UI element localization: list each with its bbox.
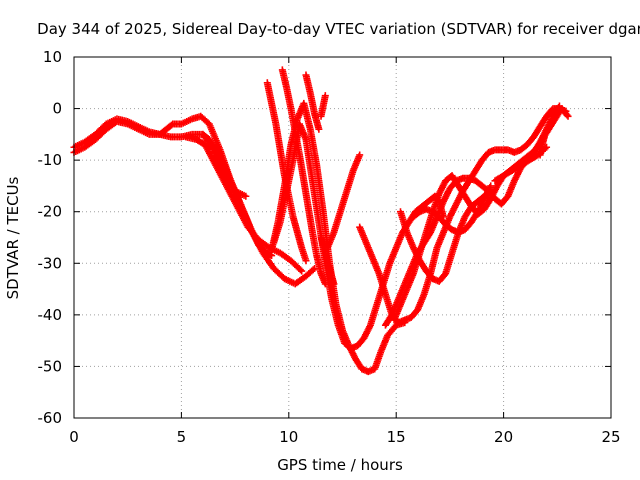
data-point: [543, 143, 551, 151]
series-track-i: [302, 71, 323, 133]
series-track-k: [323, 151, 364, 252]
grid-lines: [74, 57, 611, 418]
y-tick-label: -20: [38, 203, 63, 221]
data-point: [487, 182, 495, 190]
y-tick-label: -50: [38, 357, 63, 375]
chart-title: Day 344 of 2025, Sidereal Day-to-day VTE…: [37, 20, 640, 38]
x-tick-label: 10: [279, 428, 298, 446]
x-tick-label: 5: [177, 428, 187, 446]
series-track-h: [263, 79, 310, 265]
data-point: [321, 92, 329, 100]
data-point: [242, 192, 250, 200]
series-track-m: [356, 105, 570, 327]
data-point: [315, 125, 323, 133]
y-axis-label: SDTVAR / TECUs: [4, 176, 22, 299]
y-tick-label: 0: [52, 100, 62, 118]
data-point: [309, 266, 317, 274]
series-track-q: [409, 182, 495, 236]
data-point: [540, 133, 548, 141]
y-tick-label: -30: [38, 254, 63, 272]
x-axis-label: GPS time / hours: [277, 456, 403, 474]
data-point: [266, 251, 274, 259]
x-tick-label: 25: [601, 428, 620, 446]
series-track-j: [317, 92, 329, 120]
data-point: [298, 267, 306, 275]
data-point: [563, 111, 571, 119]
plot-frame: [73, 56, 612, 419]
axis-ticks: [73, 56, 612, 419]
data-point: [564, 112, 572, 120]
y-tick-label: 10: [43, 48, 62, 66]
y-tick-label: -40: [38, 306, 63, 324]
data-point: [356, 151, 364, 159]
series-track-s: [536, 133, 548, 159]
series-track-r: [491, 143, 551, 185]
tick-labels: 0 5 10 15 20 25 10 0 -10 -20 -30 -40 -50 -60: [38, 48, 621, 446]
series-track-d: [199, 130, 250, 200]
data-point: [321, 280, 329, 288]
y-tick-label: -10: [38, 151, 63, 169]
data-point: [330, 280, 338, 288]
data-point: [296, 266, 304, 274]
x-tick-label: 20: [494, 428, 513, 446]
series-track-b: [70, 112, 319, 288]
data-points: [70, 66, 572, 376]
series-track-g: [278, 66, 329, 288]
series-track-l: [317, 234, 338, 288]
x-tick-label: 0: [69, 428, 79, 446]
y-tick-label: -60: [38, 409, 63, 427]
data-point: [302, 257, 310, 265]
x-tick-label: 15: [387, 428, 406, 446]
